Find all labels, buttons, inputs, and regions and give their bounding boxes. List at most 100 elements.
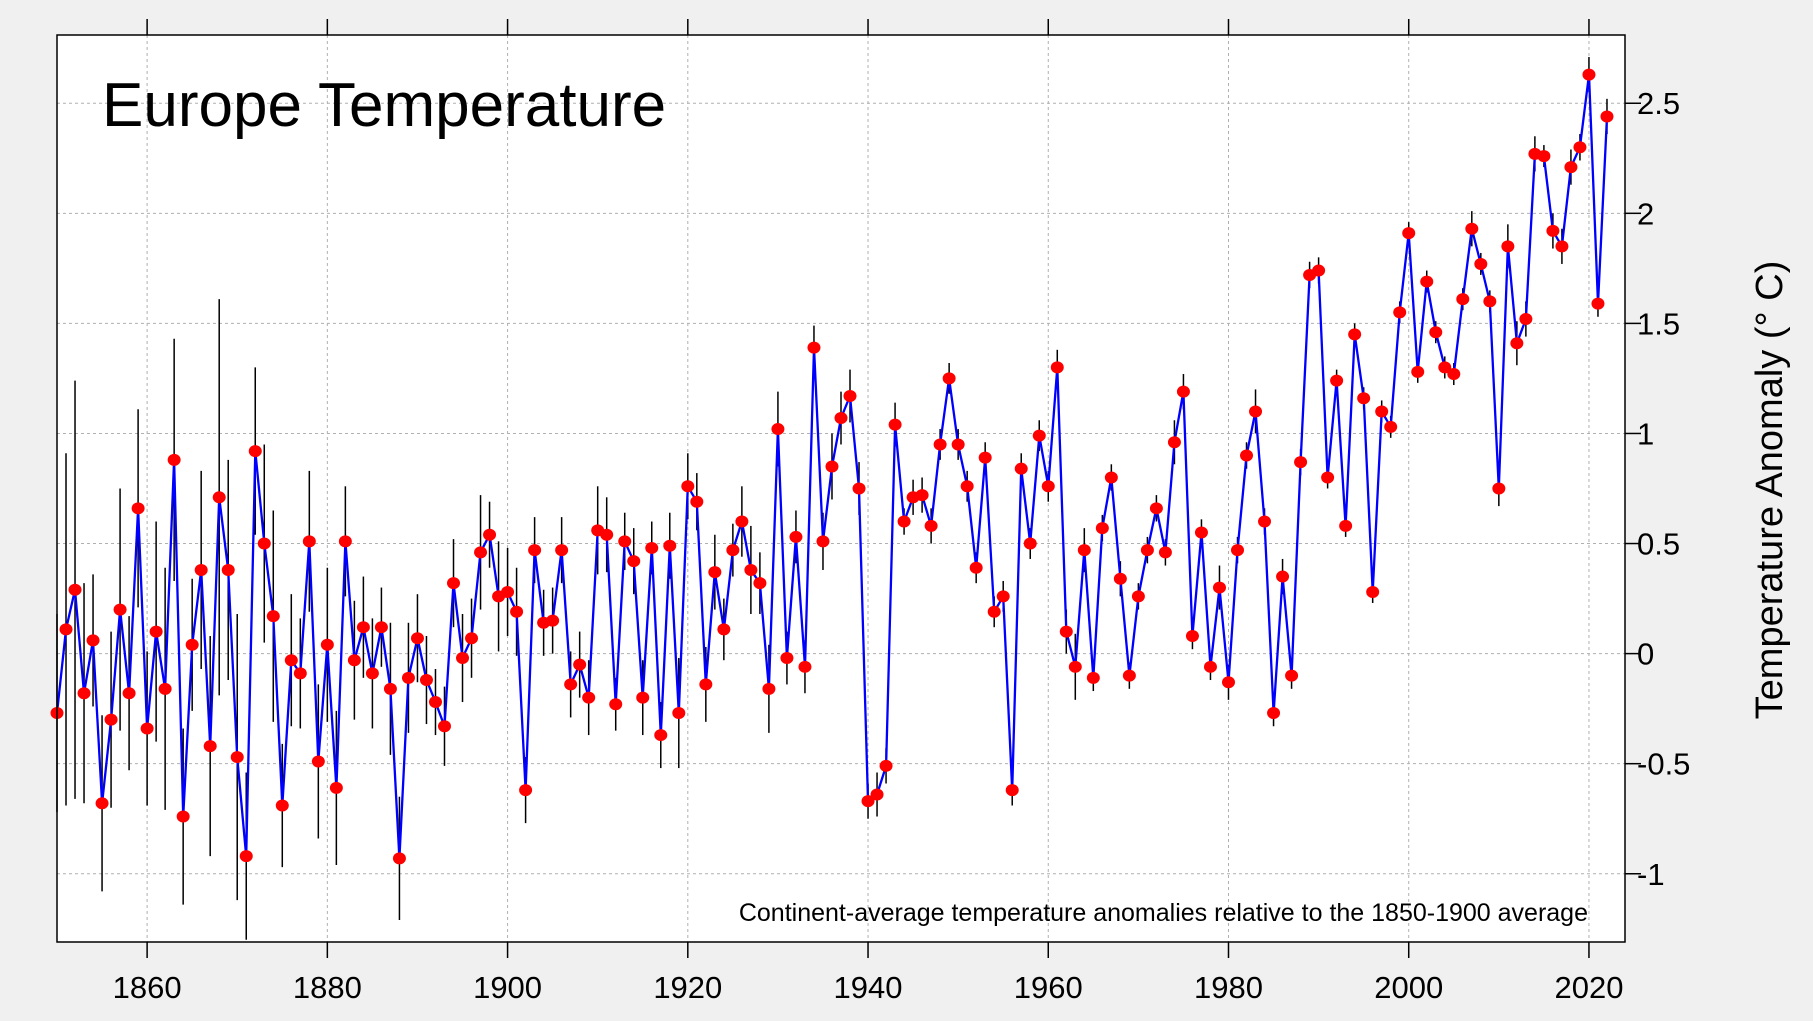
data-point xyxy=(1077,544,1091,557)
data-point xyxy=(221,563,235,576)
data-point xyxy=(203,740,217,753)
y-tick-label: 0 xyxy=(1637,637,1654,672)
data-point xyxy=(1285,669,1299,682)
data-point xyxy=(1537,150,1551,163)
data-point xyxy=(789,530,803,543)
data-point xyxy=(1258,515,1272,528)
data-point xyxy=(1429,326,1443,339)
data-point xyxy=(320,638,334,651)
data-point xyxy=(59,623,73,636)
data-point xyxy=(356,621,370,634)
data-point xyxy=(1014,462,1028,475)
data-point xyxy=(77,687,91,700)
data-point xyxy=(924,519,938,532)
data-point xyxy=(347,654,361,667)
data-point xyxy=(1086,671,1100,684)
data-point xyxy=(474,546,488,559)
data-point xyxy=(1249,405,1263,418)
data-point xyxy=(1122,669,1136,682)
y-tick-label: -1 xyxy=(1637,857,1665,892)
data-point xyxy=(419,674,433,687)
data-point xyxy=(1519,312,1533,325)
data-point xyxy=(1366,585,1380,598)
data-point xyxy=(1474,257,1488,270)
data-point xyxy=(1348,328,1362,341)
data-point xyxy=(501,585,515,598)
data-point xyxy=(564,678,578,691)
data-point xyxy=(942,372,956,385)
data-point xyxy=(915,489,929,502)
data-point xyxy=(546,614,560,627)
data-point xyxy=(1176,385,1190,398)
data-point xyxy=(1420,275,1434,288)
data-point xyxy=(392,852,406,865)
data-point xyxy=(987,605,1001,618)
data-point xyxy=(410,632,424,645)
data-point xyxy=(329,781,343,794)
data-point xyxy=(1212,581,1226,594)
data-point xyxy=(879,759,893,772)
data-point xyxy=(1068,660,1082,673)
data-point xyxy=(1312,264,1326,277)
data-point xyxy=(257,537,271,550)
data-point xyxy=(483,528,497,541)
data-point xyxy=(609,698,623,711)
data-point xyxy=(1483,295,1497,308)
data-point xyxy=(1447,368,1461,381)
data-point xyxy=(852,482,866,495)
data-point xyxy=(158,682,172,695)
data-point xyxy=(717,623,731,636)
data-point xyxy=(708,566,722,579)
data-point xyxy=(1104,471,1118,484)
data-point xyxy=(744,563,758,576)
data-point xyxy=(456,652,470,665)
data-point xyxy=(735,515,749,528)
data-point xyxy=(140,722,154,735)
data-point xyxy=(636,691,650,704)
data-point xyxy=(1276,570,1290,583)
data-point xyxy=(1059,625,1073,638)
data-point xyxy=(212,491,226,504)
data-point xyxy=(888,418,902,431)
data-point xyxy=(185,638,199,651)
data-point xyxy=(447,577,461,590)
data-point xyxy=(1330,374,1344,387)
data-point xyxy=(1221,676,1235,689)
data-point xyxy=(1357,392,1371,405)
data-point xyxy=(870,788,884,801)
data-point xyxy=(1339,519,1353,532)
data-point xyxy=(573,658,587,671)
data-point xyxy=(1167,436,1181,449)
data-point xyxy=(645,541,659,554)
data-point xyxy=(1555,240,1569,253)
data-point xyxy=(1005,784,1019,797)
data-point xyxy=(275,799,289,812)
x-tick-label: 1860 xyxy=(113,970,182,1005)
data-point xyxy=(248,445,262,458)
data-point xyxy=(266,610,280,623)
data-point xyxy=(969,561,983,574)
data-point xyxy=(897,515,911,528)
x-tick-label: 1900 xyxy=(473,970,542,1005)
data-point xyxy=(374,621,388,634)
data-point xyxy=(528,544,542,557)
y-tick-label: 2.5 xyxy=(1637,86,1680,121)
data-point xyxy=(230,751,244,764)
data-point xyxy=(68,583,82,596)
data-point xyxy=(762,682,776,695)
data-point xyxy=(293,667,307,680)
data-point xyxy=(176,810,190,823)
data-point xyxy=(1492,482,1506,495)
data-point xyxy=(149,625,163,638)
data-point xyxy=(1113,572,1127,585)
y-tick-label: -0.5 xyxy=(1637,747,1690,782)
grid xyxy=(57,35,1625,942)
data-point xyxy=(1393,306,1407,319)
data-point xyxy=(510,605,524,618)
data-point xyxy=(383,682,397,695)
data-point xyxy=(996,590,1010,603)
data-point xyxy=(1203,660,1217,673)
data-point xyxy=(1564,161,1578,174)
data-point xyxy=(555,544,569,557)
